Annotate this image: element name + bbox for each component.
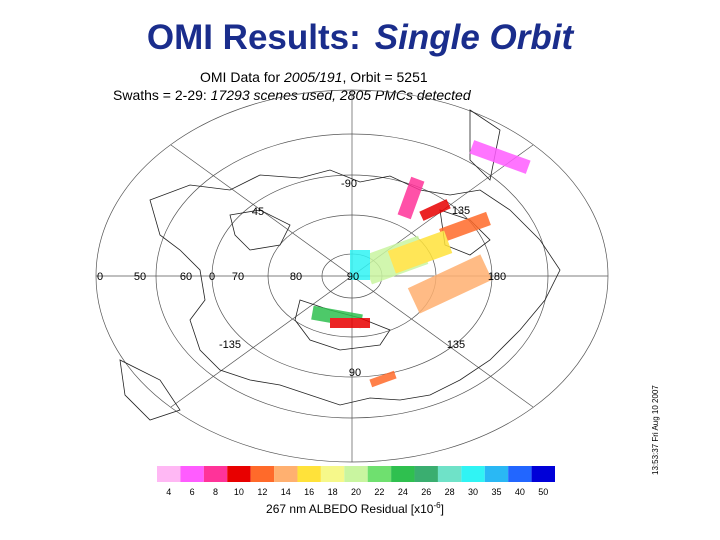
colorbar-label: 16 <box>304 487 314 497</box>
map-label: 90 <box>347 271 359 283</box>
colorbar-swatch <box>531 466 555 482</box>
map-label: 0 <box>209 271 215 283</box>
colorbar-swatch <box>414 466 438 482</box>
colorbar-swatch <box>297 466 321 482</box>
colorbar-label: 24 <box>398 487 408 497</box>
colorbar-label: 4 <box>166 487 171 497</box>
map-label: -90 <box>341 178 357 190</box>
map-label: 45 <box>252 206 264 218</box>
map-label: -135 <box>219 339 241 351</box>
colorbar-label: 12 <box>257 487 267 497</box>
map-label: 180 <box>488 271 506 283</box>
colorbar-label: 10 <box>234 487 244 497</box>
title-emphasis: Single Orbit <box>374 18 574 57</box>
colorbar-swatch <box>437 466 462 482</box>
colorbar-title: 267 nm ALBEDO Residual [x10-6] <box>266 501 444 516</box>
colorbar-label: 6 <box>190 487 195 497</box>
map-label: 90 <box>349 367 361 379</box>
colorbar-label: 35 <box>491 487 501 497</box>
header-line2: Swaths = 2-29: 17293 scenes used, 2805 P… <box>113 87 472 103</box>
colorbar: 4 6 8 10 12 14 16 18 20 22 24 26 28 30 35 40 50 <box>157 466 555 497</box>
colorbar-swatch <box>367 466 392 482</box>
colorbar-label: 50 <box>538 487 548 497</box>
map-label: 70 <box>232 271 244 283</box>
colorbar-swatch <box>227 466 251 482</box>
colorbar-label: 18 <box>328 487 338 497</box>
colorbar-label: 22 <box>374 487 384 497</box>
map-label: 60 <box>180 271 192 283</box>
colorbar-label: 26 <box>421 487 431 497</box>
colorbar-swatch <box>250 466 275 482</box>
colorbar-swatch <box>391 466 415 482</box>
colorbar-label: 20 <box>351 487 361 497</box>
map-label: 80 <box>290 271 302 283</box>
colorbar-swatch <box>508 466 532 482</box>
map-label: 135 <box>447 339 465 351</box>
map: -90 45 135 0 50 60 0 70 80 90 180 -135 1… <box>95 89 609 463</box>
colorbar-swatch <box>274 466 298 482</box>
colorbar-swatch <box>180 466 204 482</box>
colorbar-swatch <box>203 466 228 482</box>
header-line1: OMI Data for 2005/191, Orbit = 5251 <box>200 69 428 85</box>
timestamp: 13:53:37 Fri Aug 10 2007 <box>651 385 660 475</box>
colorbar-label: 8 <box>213 487 218 497</box>
map-label: 50 <box>134 271 146 283</box>
colorbar-label: 30 <box>468 487 478 497</box>
map-label: 135 <box>452 205 470 217</box>
title-main: OMI Results: <box>146 18 361 57</box>
colorbar-label: 40 <box>515 487 525 497</box>
colorbar-label: 28 <box>445 487 455 497</box>
slide-title: OMI Results: Single Orbit <box>0 18 720 58</box>
colorbar-swatch <box>157 466 181 482</box>
colorbar-swatch <box>320 466 345 482</box>
map-label: 0 <box>97 271 103 283</box>
colorbar-swatch <box>344 466 368 482</box>
colorbar-swatch <box>484 466 509 482</box>
colorbar-label: 14 <box>281 487 291 497</box>
colorbar-swatch <box>461 466 485 482</box>
